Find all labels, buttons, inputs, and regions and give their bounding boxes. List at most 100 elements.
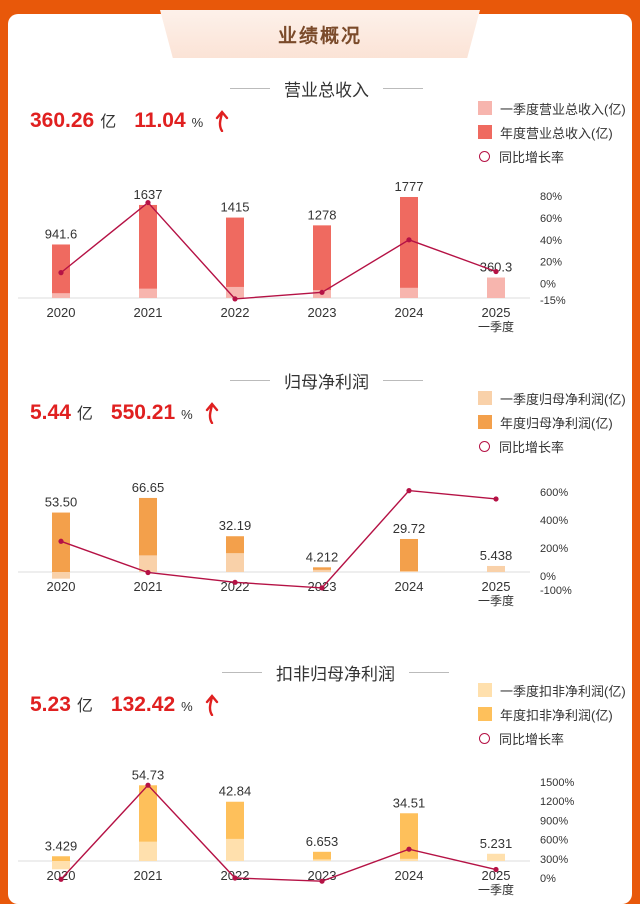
swatch-q1 (478, 101, 492, 115)
legend-item-q1: 一季度归母净利润(亿) (478, 386, 626, 410)
y2-tick-label: 40% (540, 235, 562, 247)
x-tick-label: 一季度 (478, 593, 514, 608)
bar-q1 (226, 286, 244, 298)
legend-item-annual: 年度营业总收入(亿) (478, 120, 626, 144)
legend-item-q1: 一季度营业总收入(亿) (478, 96, 626, 120)
y2-tick-label: 60% (540, 213, 562, 225)
up-arrow-icon (205, 693, 218, 716)
yoy-line (60, 784, 497, 882)
legend-label: 年度归母净利润(亿) (500, 415, 613, 431)
legend-item-yoy: 同比增长率 (478, 434, 626, 458)
value-label: 941.6 (45, 226, 78, 241)
bar-q1 (226, 553, 244, 572)
x-tick-label: 2024 (395, 868, 424, 883)
section-title-net-profit: 归母净利润 (230, 368, 423, 393)
x-tick-label: 2023 (308, 305, 337, 320)
y2-tick-label: 200% (540, 543, 568, 555)
bar-annual (400, 196, 418, 298)
value-label: 54.73 (132, 767, 165, 782)
value-label: 53.50 (45, 495, 78, 510)
legend-deducted-net-profit: 一季度扣非净利润(亿) 年度扣非净利润(亿) 同比增长率 (478, 678, 626, 750)
yoy-point (145, 782, 151, 788)
y2-tick-label: 0% (540, 873, 556, 885)
x-tick-label: 2021 (134, 579, 163, 594)
headline-pct-sign: % (181, 699, 193, 714)
legend-item-annual: 年度归母净利润(亿) (478, 410, 626, 434)
bar-annual (139, 204, 157, 298)
swatch-yoy (479, 440, 490, 452)
legend-label: 年度扣非净利润(亿) (500, 707, 613, 723)
legend-label: 一季度营业总收入(亿) (500, 101, 626, 117)
bar-q1 (400, 858, 418, 861)
value-label: 32.19 (219, 518, 252, 533)
bar-q1 (487, 565, 505, 572)
y2-tick-label: 900% (540, 815, 568, 827)
value-label: 29.72 (393, 521, 426, 536)
yoy-point (493, 496, 499, 502)
x-tick-label: 2024 (395, 579, 424, 594)
swatch-annual (478, 707, 492, 721)
value-label: 360.3 (480, 260, 513, 275)
legend-label: 同比增长率 (499, 731, 565, 747)
section-title-revenue: 营业总收入 (230, 76, 423, 101)
y2-tick-label: -15% (540, 295, 566, 307)
headline-pct: 550.21 (110, 401, 176, 424)
legend-item-annual: 年度扣非净利润(亿) (478, 702, 626, 726)
y2-tick-label: 600% (540, 487, 568, 499)
x-tick-label: 2025 (482, 305, 511, 320)
yoy-point (232, 296, 238, 302)
headline-value: 360.26 (30, 109, 95, 132)
headline-revenue: 360.26 亿 11.04 % (30, 108, 229, 133)
y2-tick-label: -100% (540, 585, 572, 597)
bar-q1 (313, 859, 331, 861)
value-label: 6.653 (306, 834, 339, 849)
bar-annual (313, 225, 331, 298)
yoy-point (58, 270, 64, 276)
bar-q1 (487, 277, 505, 298)
y2-tick-label: 80% (540, 191, 562, 203)
y2-tick-label: 1500% (540, 777, 574, 789)
bar-q1 (52, 572, 70, 579)
yoy-point (319, 585, 325, 591)
y2-tick-label: 300% (540, 854, 568, 866)
x-tick-label: 一季度 (478, 319, 514, 334)
legend-item-yoy: 同比增长率 (478, 144, 626, 168)
swatch-annual (478, 415, 492, 429)
headline-pct-sign: % (191, 115, 204, 130)
section-title-text: 营业总收入 (284, 81, 369, 100)
value-label: 3.429 (45, 838, 78, 853)
headline-unit: 亿 (76, 406, 93, 423)
yoy-point (493, 268, 499, 275)
swatch-annual (478, 125, 492, 139)
yoy-point (145, 569, 151, 576)
legend-item-yoy: 同比增长率 (478, 726, 626, 750)
legend-label: 年度营业总收入(亿) (500, 125, 613, 141)
yoy-point (232, 579, 238, 585)
bar-q1 (52, 293, 70, 298)
bar-q1 (139, 288, 157, 298)
yoy-point (493, 866, 499, 873)
chart-deducted-net-profit: 3.429202054.73202142.8420226.653202334.5… (18, 767, 574, 897)
yoy-line (60, 201, 497, 300)
bar-q1 (52, 861, 70, 870)
chart-revenue: 941.6 2020 1637 2021 1415 2022 1278 2023 1777 202… (18, 179, 566, 334)
yoy-point (406, 237, 412, 243)
value-label: 1278 (308, 207, 337, 222)
y2-tick-label: 0% (540, 279, 556, 291)
section-title-text: 归母净利润 (284, 373, 369, 392)
headline-unit: 亿 (76, 698, 93, 715)
bar-annual (400, 538, 418, 572)
bar-annual (313, 567, 331, 572)
bar-annual (400, 813, 418, 861)
bar-q1 (313, 569, 331, 572)
header-ribbon: 业绩概况 (160, 10, 480, 58)
legend-item-q1: 一季度扣非净利润(亿) (478, 678, 626, 702)
yoy-point (319, 289, 325, 295)
overview-card (8, 14, 632, 904)
x-tick-label: 2021 (134, 868, 163, 883)
x-tick-label: 2020 (47, 305, 76, 320)
bar-annual (226, 217, 244, 298)
yoy-point (58, 876, 64, 882)
legend-label: 同比增长率 (499, 149, 565, 165)
headline-pct-sign: % (181, 407, 193, 422)
